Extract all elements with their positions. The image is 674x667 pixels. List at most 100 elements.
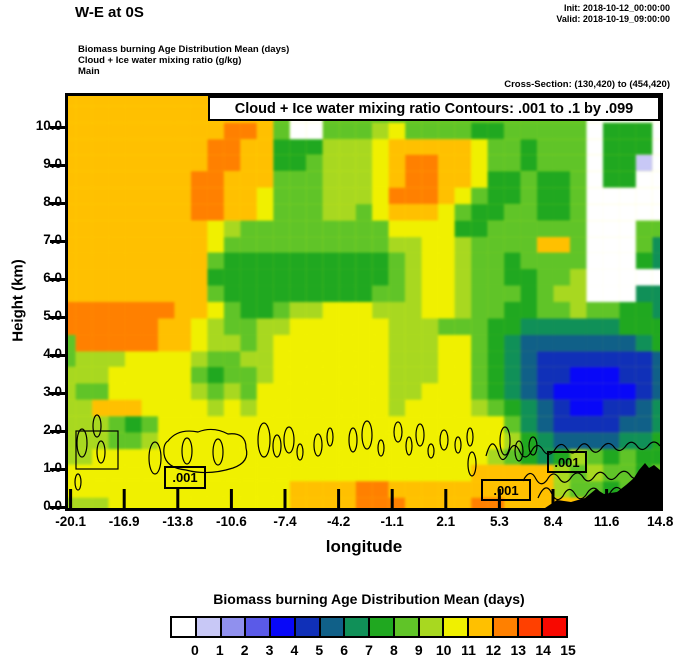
contour-title-box: Cloud + Ice water mixing ratio Contours:… — [208, 96, 660, 121]
x-tick-label: 2.1 — [436, 514, 456, 529]
field-row — [68, 285, 660, 302]
x-tick-label: 11.6 — [593, 514, 620, 529]
colorbar-cell-6 — [320, 618, 346, 636]
y-tick-mark — [50, 505, 68, 509]
colorbar — [170, 616, 568, 638]
colorbar-cell-7 — [345, 618, 370, 636]
contour-label-001-left: .001 — [164, 466, 206, 489]
field-subtitle-age: Biomass burning Age Distribution Mean (d… — [78, 44, 290, 55]
y-tick-label: 0.0 — [43, 498, 62, 513]
x-tick-label: -16.9 — [108, 514, 140, 529]
colorbar-cell-12 — [469, 618, 494, 636]
colorbar-cell-10 — [419, 618, 445, 636]
x-axis-title: longitude — [325, 537, 403, 556]
field-subtitle-domain: Main — [78, 66, 100, 77]
colorbar-cell-8 — [370, 618, 395, 636]
contour-label-001-right: .001 — [547, 451, 587, 473]
x-tick-label: -20.1 — [55, 514, 86, 529]
field-row — [68, 155, 660, 172]
x-tick-label: -7.4 — [273, 514, 297, 529]
y-tick-label: 6.0 — [43, 270, 62, 285]
field-row — [68, 367, 660, 384]
colorbar-label-0: 0 — [190, 642, 199, 658]
x-tick-label: -10.6 — [216, 514, 247, 529]
field-row — [68, 138, 660, 156]
colorbar-cell-11 — [444, 618, 469, 636]
colorbar-cell-9 — [394, 618, 420, 636]
colorbar-label-13: 13 — [510, 642, 527, 658]
y-tick-label: 1.0 — [43, 460, 62, 475]
y-tick-label: 7.0 — [43, 232, 62, 247]
field-row — [68, 269, 660, 286]
colorbar-label-12: 12 — [485, 642, 502, 658]
cloud-contour-lines — [74, 414, 660, 501]
x-tick-label: -4.2 — [326, 514, 351, 529]
colorbar-label-6: 6 — [340, 642, 349, 658]
field-row — [68, 220, 660, 237]
colorbar-label-14: 14 — [535, 642, 551, 658]
field-row — [68, 204, 660, 221]
colorbar-cell-0 — [172, 618, 197, 636]
contour-label-001-mid: .001 — [481, 479, 531, 501]
field-row — [68, 465, 660, 482]
colorbar-label-11: 11 — [461, 642, 476, 658]
colorbar-label-3: 3 — [265, 642, 274, 658]
colorbar-label-8: 8 — [389, 642, 398, 658]
init-timestamp: Init: 2018-10-12_00:00:00 — [563, 3, 670, 13]
field-row — [68, 334, 660, 351]
y-tick-mark — [50, 315, 68, 319]
y-tick-label: 9.0 — [43, 156, 62, 171]
colorbar-label-1: 1 — [215, 642, 224, 658]
y-tick-mark — [50, 163, 68, 167]
colorbar-label-15: 15 — [560, 642, 576, 658]
field-row — [68, 448, 660, 466]
x-tick-label: 8.4 — [543, 514, 563, 529]
y-tick-label: 4.0 — [43, 346, 62, 361]
colorbar-cell-4 — [271, 618, 296, 636]
x-tick-label: 14.8 — [647, 514, 674, 529]
colorbar-title: Biomass burning Age Distribution Mean (d… — [213, 591, 525, 607]
field-row — [68, 416, 660, 433]
field-row — [68, 122, 660, 139]
field-row — [68, 236, 660, 254]
field-row — [68, 253, 660, 270]
y-tick-mark — [50, 125, 68, 129]
y-tick-mark — [50, 277, 68, 281]
x-tick-label: 5.3 — [490, 514, 509, 529]
y-tick-label: 10.0 — [35, 118, 62, 133]
colorbar-label-10: 10 — [435, 642, 452, 658]
y-tick-mark — [50, 239, 68, 243]
field-row — [68, 399, 660, 417]
colorbar-cell-14 — [518, 618, 544, 636]
y-tick-mark — [50, 467, 68, 471]
colorbar-cell-5 — [295, 618, 321, 636]
colorbar-label-4: 4 — [290, 642, 299, 658]
y-tick-label: 3.0 — [43, 384, 62, 399]
y-tick-mark — [50, 391, 68, 395]
valid-timestamp: Valid: 2018-10-19_09:00:00 — [556, 14, 670, 24]
y-tick-label: 5.0 — [43, 308, 62, 323]
contour-overlay — [69, 414, 660, 508]
y-tick-label: 8.0 — [43, 194, 62, 209]
field-row — [68, 318, 660, 335]
y-tick-mark — [50, 353, 68, 357]
field-row — [68, 383, 660, 400]
x-tick-label: -1.1 — [380, 514, 404, 529]
field-row — [68, 171, 660, 188]
colorbar-label-5: 5 — [315, 642, 324, 658]
field-row — [68, 187, 660, 205]
terrain-silhouette — [545, 463, 660, 508]
cross-section-info: Cross-Section: (130,420) to (454,420) — [504, 79, 670, 90]
colorbar-label-2: 2 — [240, 642, 249, 658]
colorbar-cell-15 — [543, 618, 566, 636]
colorbar-label-7: 7 — [365, 642, 373, 658]
colorbar-cell-13 — [493, 618, 519, 636]
field-row — [68, 350, 660, 368]
field-row — [68, 301, 660, 319]
y-tick-mark — [50, 429, 68, 433]
x-tick-label: -13.8 — [162, 514, 194, 529]
page-title: W-E at 0S — [75, 4, 144, 21]
colorbar-label-9: 9 — [414, 642, 423, 658]
colorbar-cell-2 — [221, 618, 247, 636]
